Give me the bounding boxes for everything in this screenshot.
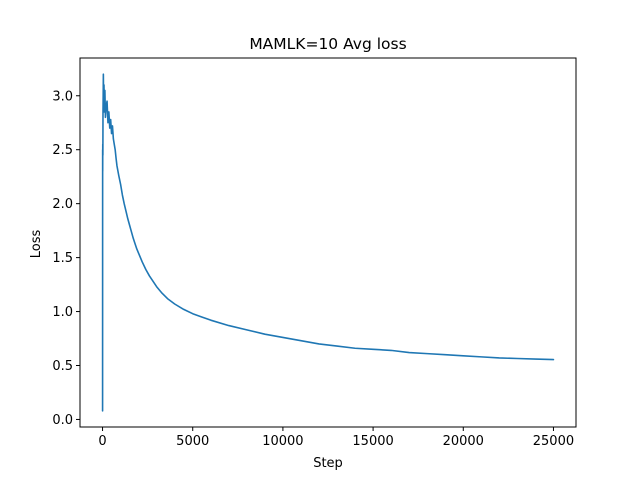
y-tick-label: 0.5: [52, 359, 73, 374]
y-tick-label: 2.5: [52, 143, 73, 158]
y-tick-label: 2.0: [52, 197, 73, 212]
series-line-0: [101, 73, 555, 412]
chart-title: MAMLK=10 Avg loss: [249, 35, 406, 53]
x-axis-label: Step: [313, 456, 343, 471]
y-tick-label: 3.0: [52, 89, 73, 104]
y-axis-label: Loss: [29, 230, 44, 259]
y-tick-label: 1.5: [52, 251, 73, 266]
x-axis: 0 5000 10000 15000 20000 25000: [98, 427, 574, 449]
x-tick-label: 15000: [352, 434, 393, 449]
plot-area: [101, 73, 555, 412]
x-tick-label: 20000: [443, 434, 484, 449]
x-tick-label: 25000: [533, 434, 574, 449]
x-tick-label: 0: [98, 434, 106, 449]
axes-frame: [79, 57, 577, 428]
y-axis: 0.0 0.5 1.0 1.5 2.0 2.5 3.0: [52, 89, 80, 428]
y-tick-label: 1.0: [52, 305, 73, 320]
y-tick-label: 0.0: [52, 413, 73, 428]
x-tick-label: 10000: [262, 434, 303, 449]
x-tick-label: 5000: [176, 434, 209, 449]
